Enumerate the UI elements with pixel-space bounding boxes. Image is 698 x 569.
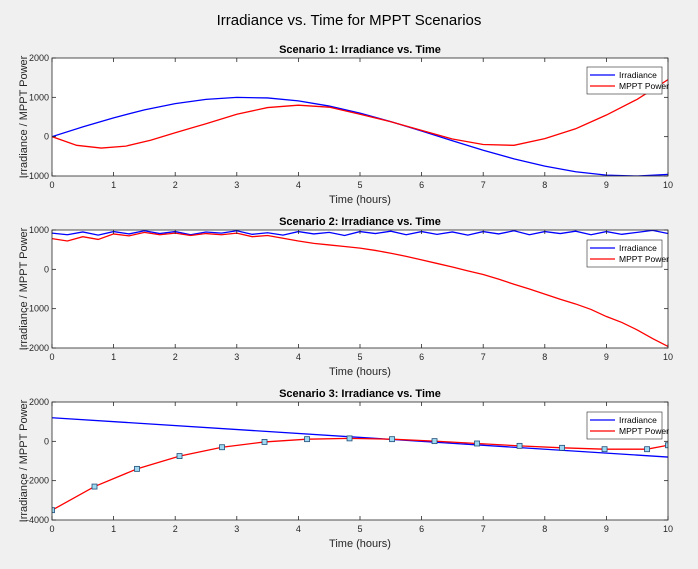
plot-area — [52, 58, 668, 176]
data-point-marker — [91, 483, 98, 490]
data-point-marker — [389, 436, 395, 443]
y-axis-label: Irradiance / MPPT Power — [18, 399, 30, 522]
x-tick-label: 8 — [542, 352, 547, 362]
x-tick-label: 10 — [663, 524, 673, 534]
y-tick-label: -2000 — [26, 476, 49, 486]
x-tick-label: 1 — [111, 352, 116, 362]
x-tick-label: 2 — [173, 524, 178, 534]
x-tick-label: 9 — [604, 352, 609, 362]
y-tick-label: -1000 — [26, 304, 49, 314]
legend-entry: MPPT Power — [619, 426, 669, 436]
data-point-marker — [304, 436, 310, 443]
x-tick-label: 7 — [481, 524, 486, 534]
y-tick-label: 1000 — [29, 92, 49, 102]
data-point-marker — [261, 439, 268, 445]
legend-entry: Irradiance — [619, 70, 657, 80]
plot-area — [52, 402, 668, 520]
figure-title: Irradiance vs. Time for MPPT Scenarios — [217, 12, 482, 29]
x-tick-label: 5 — [357, 180, 362, 190]
x-tick-label: 2 — [173, 180, 178, 190]
x-tick-label: 4 — [296, 180, 301, 190]
data-point-marker — [559, 444, 565, 451]
legend-entry: Irradiance — [619, 243, 657, 253]
subplot-3: 0 1 2 3 4 5 6 7 8 9 10 -4000 -2000 0 2000 Scenario 3: I… — [18, 388, 673, 550]
x-tick-label: 1 — [111, 524, 116, 534]
series-group — [52, 79, 668, 176]
y-axis-label: Irradiance / MPPT Power — [18, 227, 30, 350]
x-tick-label: 0 — [49, 524, 54, 534]
data-point-marker — [644, 446, 650, 453]
series-line-irradiance — [52, 417, 668, 458]
x-tick-label: 4 — [296, 352, 301, 362]
x-tick-label: 6 — [419, 180, 424, 190]
subplot-title: Scenario 1: Irradiance vs. Time — [279, 44, 441, 56]
data-point-marker — [516, 442, 523, 449]
subplot-title: Scenario 3: Irradiance vs. Time — [279, 388, 441, 400]
legend-entry: Irradiance — [619, 415, 657, 425]
y-tick-label: -2000 — [26, 343, 49, 353]
x-tick-label: 1 — [111, 180, 116, 190]
x-tick-label: 3 — [234, 524, 239, 534]
x-tick-label: 4 — [296, 524, 301, 534]
y-tick-label: 2000 — [29, 397, 49, 407]
x-axis-label: Time (hours) — [329, 194, 391, 206]
series-line-mppt-power — [52, 231, 668, 348]
x-tick-label: 7 — [481, 352, 486, 362]
legend-box — [586, 66, 663, 95]
y-tick-label: 2000 — [29, 53, 49, 63]
y-tick-label: 1000 — [29, 225, 49, 235]
series-group — [52, 417, 668, 514]
data-point-marker — [431, 438, 438, 445]
series-line-mppt-power — [52, 79, 668, 149]
x-tick-label: 6 — [419, 524, 424, 534]
x-tick-label: 10 — [663, 352, 673, 362]
y-tick-label: -4000 — [26, 515, 49, 525]
x-tick-label: 6 — [419, 352, 424, 362]
series-line-mppt-power — [52, 437, 668, 511]
x-tick-label: 0 — [49, 180, 54, 190]
x-tick-label: 8 — [542, 524, 547, 534]
x-tick-label: 5 — [357, 352, 362, 362]
data-point-marker — [176, 453, 183, 459]
x-tick-label: 0 — [49, 352, 54, 362]
data-point-marker — [665, 442, 668, 449]
subplot-2: 0 1 2 3 4 5 6 7 8 9 10 -2000 -1000 0 1000 Scenario 2: I… — [18, 216, 673, 378]
legend-entry: MPPT Power — [619, 81, 669, 91]
x-tick-label: 9 — [604, 524, 609, 534]
legend-entry: MPPT Power — [619, 254, 669, 264]
x-axis-label: Time (hours) — [329, 538, 391, 550]
data-point-marker — [219, 444, 225, 451]
subplot-title: Scenario 2: Irradiance vs. Time — [279, 216, 441, 228]
data-point-marker — [346, 435, 353, 442]
x-tick-label: 8 — [542, 180, 547, 190]
y-tick-label: -1000 — [26, 171, 49, 181]
series-line-irradiance — [52, 96, 668, 176]
x-tick-label: 3 — [234, 180, 239, 190]
x-tick-label: 9 — [604, 180, 609, 190]
legend-box — [586, 239, 663, 268]
data-point-marker — [474, 440, 480, 447]
data-point-marker — [52, 507, 55, 514]
x-tick-label: 10 — [663, 180, 673, 190]
x-tick-label: 3 — [234, 352, 239, 362]
plot-area — [52, 230, 668, 348]
x-tick-label: 7 — [481, 180, 486, 190]
x-tick-label: 5 — [357, 524, 362, 534]
y-tick-label: 0 — [44, 132, 49, 142]
x-axis-label: Time (hours) — [329, 366, 391, 378]
y-tick-label: 0 — [44, 436, 49, 446]
x-tick-label: 2 — [173, 352, 178, 362]
y-axis-label: Irradiance / MPPT Power — [18, 55, 30, 178]
data-point-marker — [601, 446, 608, 453]
data-point-marker — [134, 465, 140, 472]
legend-box — [586, 411, 663, 440]
y-tick-label: 0 — [44, 264, 49, 274]
